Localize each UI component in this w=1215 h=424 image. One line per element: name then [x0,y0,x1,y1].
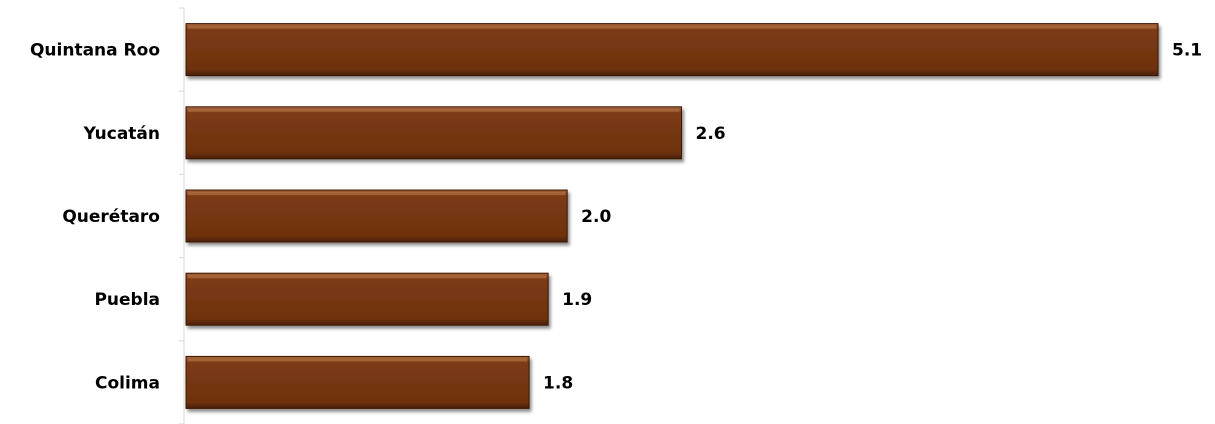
bar-highlight-2 [188,192,566,195]
bar-1 [185,106,683,160]
bar-3 [185,272,549,326]
bar-highlight-0 [188,25,1156,29]
bar-0 [185,23,1159,77]
category-label: Querétaro [62,207,160,227]
value-label: 2.6 [696,124,726,144]
category-label: Quintana Roo [30,41,160,61]
value-label: 1.9 [562,290,592,310]
bar-highlight-4 [188,358,528,362]
bar-4 [185,355,530,409]
bar-highlight-1 [188,108,680,112]
category-label: Yucatán [83,124,160,144]
category-label: Puebla [94,290,160,310]
bar-2 [185,189,568,243]
value-label: 5.1 [1172,41,1202,61]
bar-highlight-3 [188,275,547,279]
value-label: 2.0 [581,207,611,227]
category-label: Colima [95,373,160,393]
value-label: 1.8 [543,373,573,393]
